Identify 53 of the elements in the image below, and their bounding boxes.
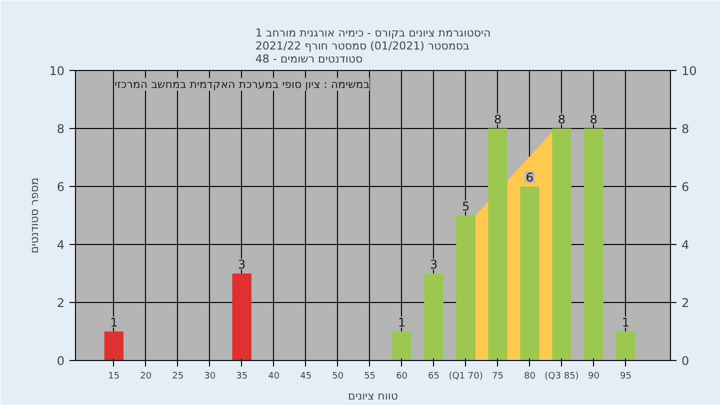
data-label: 1 (110, 316, 118, 330)
bar (584, 128, 604, 360)
bar (456, 216, 476, 360)
y2-tick-label: 2 (682, 296, 690, 310)
y-tick-label: 8 (56, 122, 65, 136)
y-tick-label: 0 (56, 354, 65, 368)
x-tick-label: 55 (364, 372, 376, 382)
y-tick-label: 4 (56, 238, 65, 252)
y2-tick-label: 10 (682, 64, 697, 78)
data-label: 1 (398, 316, 406, 330)
data-label: 3 (430, 258, 438, 272)
x-tick-label: 95 (620, 372, 632, 382)
x-tick-label: 75 (492, 372, 504, 382)
chart-title: היסטוגרמת ציונים בקורס - כימיה אורגנית מורחב 1 בסמסטר (01/2021) סמסטר חורף 2021/22 סטודנטים רשומים - 48 (255, 26, 491, 66)
y2-tick-label: 0 (682, 354, 690, 368)
data-label: 6 (526, 170, 534, 184)
x-tick-label: 45 (300, 372, 312, 382)
bar (104, 332, 124, 360)
data-label: 3 (238, 258, 246, 272)
data-label: 8 (558, 112, 566, 126)
bar (616, 332, 636, 360)
x-tick-label: 40 (268, 372, 280, 382)
x-tick-label: 25 (172, 372, 184, 382)
bar (552, 128, 572, 360)
y2-tick-label: 8 (682, 122, 690, 136)
y-tick-label: 2 (56, 296, 65, 310)
x-tick-label: 50 (332, 372, 344, 382)
x-tick-label: 20 (140, 372, 152, 382)
x-tick-label: 80 (524, 372, 536, 382)
x-axis-title: טווח ציונים (348, 390, 398, 402)
x-tick-label: 60 (396, 372, 408, 382)
y-axis-title: מספר סטודנטים (28, 178, 42, 254)
data-label: 1 (622, 316, 630, 330)
y-tick-label: 6 (56, 180, 65, 194)
x-tick-label: 15 (108, 372, 120, 382)
annotation: במשימה : ציון סופי במערכת האקדמית במחשב המרכזי (114, 78, 370, 91)
bar (424, 274, 444, 360)
y-tick-label: 10 (49, 64, 65, 78)
data-label: 8 (494, 112, 502, 126)
x-tick-label: 65 (428, 372, 440, 382)
data-label: 8 (590, 112, 598, 126)
y2-tick-label: 4 (682, 238, 690, 252)
x-tick-label: 35 (236, 372, 248, 382)
y2-tick-label: 6 (682, 180, 690, 194)
data-label: 5 (462, 200, 470, 214)
x-tick-label: (Q3 85) (544, 372, 579, 382)
x-tick-label: 30 (204, 372, 216, 382)
x-tick-label: 90 (588, 372, 600, 382)
bar (488, 128, 508, 360)
bar (392, 332, 412, 360)
bar (520, 186, 540, 360)
x-tick-label: (Q1 70) (448, 372, 483, 382)
bar (232, 274, 252, 360)
